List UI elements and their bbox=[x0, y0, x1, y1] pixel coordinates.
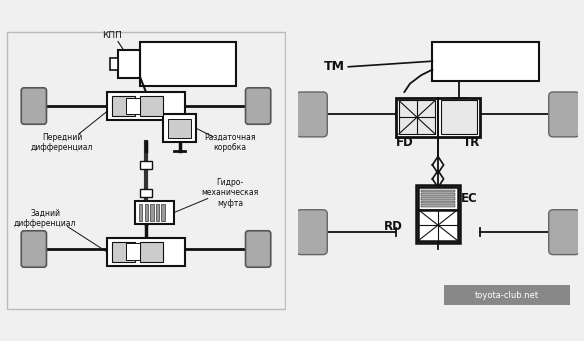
Text: Передний
дифференциал: Передний дифференциал bbox=[31, 133, 93, 152]
Bar bbox=[421, 197, 455, 199]
Bar bbox=[399, 100, 435, 134]
FancyBboxPatch shape bbox=[21, 231, 47, 267]
Bar bbox=[110, 58, 118, 70]
Bar bbox=[416, 184, 460, 243]
Text: toyota-club.net: toyota-club.net bbox=[475, 291, 539, 300]
Bar bbox=[418, 210, 458, 241]
Text: Задний
дифференциал: Задний дифференциал bbox=[14, 208, 77, 228]
Bar bbox=[421, 193, 455, 196]
Bar bbox=[112, 242, 135, 262]
Text: FD: FD bbox=[395, 136, 413, 149]
Bar bbox=[126, 98, 140, 115]
Text: RD: RD bbox=[384, 220, 402, 233]
Bar bbox=[432, 42, 539, 81]
Bar bbox=[126, 243, 140, 260]
Bar bbox=[140, 96, 163, 116]
Bar bbox=[421, 201, 455, 203]
Bar bbox=[421, 204, 455, 207]
Bar bbox=[421, 190, 455, 192]
Bar bbox=[140, 189, 152, 197]
Bar bbox=[140, 242, 163, 262]
Bar bbox=[156, 204, 159, 221]
FancyBboxPatch shape bbox=[297, 210, 327, 255]
Text: TM: TM bbox=[324, 60, 345, 73]
Text: TR: TR bbox=[463, 136, 480, 149]
Bar bbox=[418, 187, 458, 210]
FancyBboxPatch shape bbox=[21, 88, 47, 124]
Bar bbox=[139, 204, 142, 221]
Bar bbox=[135, 201, 174, 224]
FancyBboxPatch shape bbox=[549, 210, 579, 255]
Bar bbox=[112, 96, 135, 116]
Bar bbox=[396, 98, 480, 137]
Bar bbox=[441, 100, 477, 134]
FancyBboxPatch shape bbox=[549, 92, 579, 137]
Bar bbox=[145, 204, 148, 221]
Bar bbox=[168, 119, 191, 138]
Bar bbox=[107, 92, 185, 120]
Text: Гидро-
механическая
муфта: Гидро- механическая муфта bbox=[201, 178, 259, 208]
Bar bbox=[107, 238, 185, 266]
Text: Раздаточная
коробка: Раздаточная коробка bbox=[204, 133, 256, 152]
Text: КПП: КПП bbox=[102, 31, 122, 41]
Bar bbox=[140, 161, 152, 169]
FancyBboxPatch shape bbox=[245, 88, 271, 124]
FancyBboxPatch shape bbox=[297, 92, 327, 137]
FancyBboxPatch shape bbox=[245, 231, 271, 267]
Bar bbox=[150, 204, 154, 221]
Bar bbox=[140, 42, 236, 86]
Bar bbox=[161, 204, 165, 221]
Bar bbox=[444, 285, 570, 305]
Bar bbox=[118, 50, 140, 78]
Bar bbox=[163, 115, 196, 143]
Text: EC: EC bbox=[460, 192, 477, 205]
